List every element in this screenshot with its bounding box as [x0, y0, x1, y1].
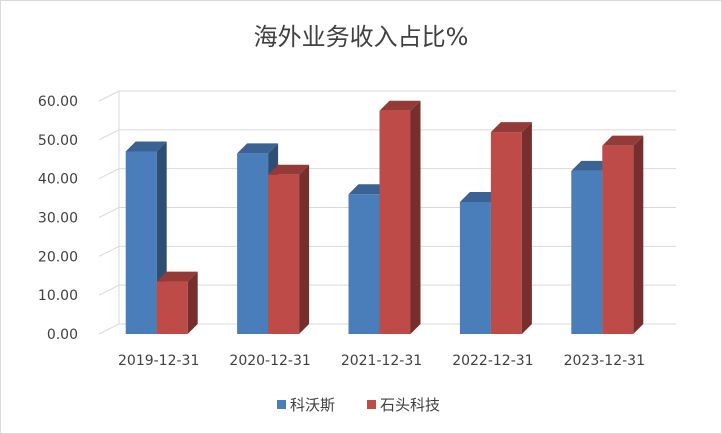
chart-title: 海外业务收入占比%: [254, 23, 469, 51]
bar-side: [633, 135, 644, 334]
x-tick-label: 2020-12-31: [229, 353, 310, 369]
bar-top: [571, 160, 613, 171]
legend-label: 科沃斯: [290, 396, 335, 414]
bar-front: [268, 174, 300, 334]
y-tick-label: 0.00: [47, 327, 78, 343]
bar-front: [348, 194, 380, 334]
y-tick-label: 50.00: [38, 133, 78, 149]
bar-side: [521, 122, 532, 334]
bar: [156, 271, 198, 334]
bar-front: [125, 151, 157, 334]
bar: [379, 100, 421, 334]
bar-side: [299, 164, 310, 334]
y-axis-ticks: 0.00 10.00 20.00 30.00 40.00 50.00 60.00: [38, 94, 78, 343]
bar-front: [156, 281, 188, 334]
bar-top: [490, 122, 532, 133]
bar-top: [379, 100, 421, 111]
bar: [125, 141, 167, 334]
bar-front: [490, 132, 522, 334]
bar-front: [379, 110, 411, 334]
x-axis-labels: 2019-12-31 2020-12-31 2021-12-31 2022-12-31…: [118, 353, 645, 369]
legend-label: 石头科技: [380, 396, 440, 414]
legend-swatch: [277, 400, 286, 409]
x-tick-label: 2023-12-31: [564, 353, 645, 369]
bar-top: [125, 141, 167, 152]
gridlines: [98, 90, 676, 335]
bar: [602, 135, 644, 334]
y-tick-label: 20.00: [38, 249, 78, 265]
y-tick-label: 30.00: [38, 211, 78, 227]
bars: [125, 100, 644, 334]
bar-top: [268, 164, 310, 175]
bar-front: [237, 153, 269, 334]
bar-top: [602, 135, 644, 146]
y-tick-label: 40.00: [38, 172, 78, 188]
bar-side: [410, 100, 421, 334]
x-tick-label: 2019-12-31: [118, 353, 199, 369]
legend: 科沃斯 石头科技: [277, 396, 440, 414]
gridline: [98, 90, 676, 102]
bar-top: [156, 271, 198, 282]
bar-top: [348, 184, 390, 195]
bar-top: [459, 191, 501, 202]
y-tick-label: 60.00: [38, 94, 78, 110]
legend-swatch: [367, 400, 376, 409]
y-tick-label: 10.00: [38, 288, 78, 304]
x-tick-label: 2022-12-31: [452, 353, 533, 369]
bar-front: [602, 145, 634, 334]
bar-front: [571, 170, 603, 334]
bar: [490, 122, 532, 334]
x-tick-label: 2021-12-31: [341, 353, 422, 369]
bar-front: [459, 201, 491, 334]
bar-top: [237, 143, 279, 154]
bar-side: [187, 271, 198, 334]
bar: [268, 164, 310, 334]
